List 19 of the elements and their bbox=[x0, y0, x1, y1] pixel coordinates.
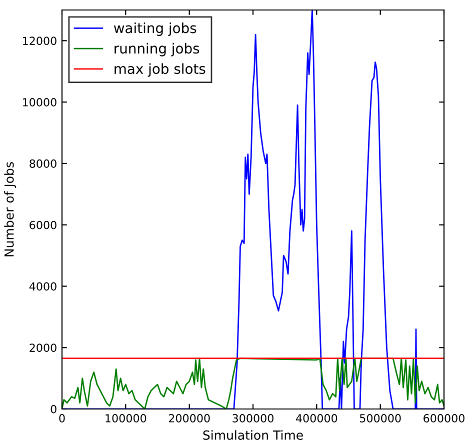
legend-label: running jobs bbox=[114, 42, 200, 56]
y-tick-label: 12000 bbox=[23, 36, 56, 46]
y-tick-label: 10000 bbox=[23, 98, 56, 106]
x-tick-label: 500000 bbox=[360, 414, 401, 422]
legend-label: max job slots bbox=[114, 63, 206, 77]
y-tick-label: 2000 bbox=[30, 344, 56, 352]
x-tick-label: 600000 bbox=[424, 414, 464, 422]
x-tick-label: 300000 bbox=[232, 414, 274, 422]
x-tick-label: 400000 bbox=[296, 414, 338, 422]
y-tick-label: 0 bbox=[50, 404, 56, 414]
x-tick-label: 0 bbox=[59, 414, 65, 422]
y-tick-label: 4000 bbox=[29, 282, 56, 291]
y-tick-label: 6000 bbox=[30, 220, 56, 230]
y-tick-label: 8000 bbox=[30, 159, 56, 168]
x-tick-label: 100000 bbox=[106, 414, 146, 422]
x-axis-title: Simulation Time bbox=[203, 430, 303, 440]
legend-label: waiting jobs bbox=[114, 22, 196, 36]
y-axis-title: Number of Jobs bbox=[4, 162, 16, 256]
x-tick-label: 200000 bbox=[168, 414, 210, 422]
